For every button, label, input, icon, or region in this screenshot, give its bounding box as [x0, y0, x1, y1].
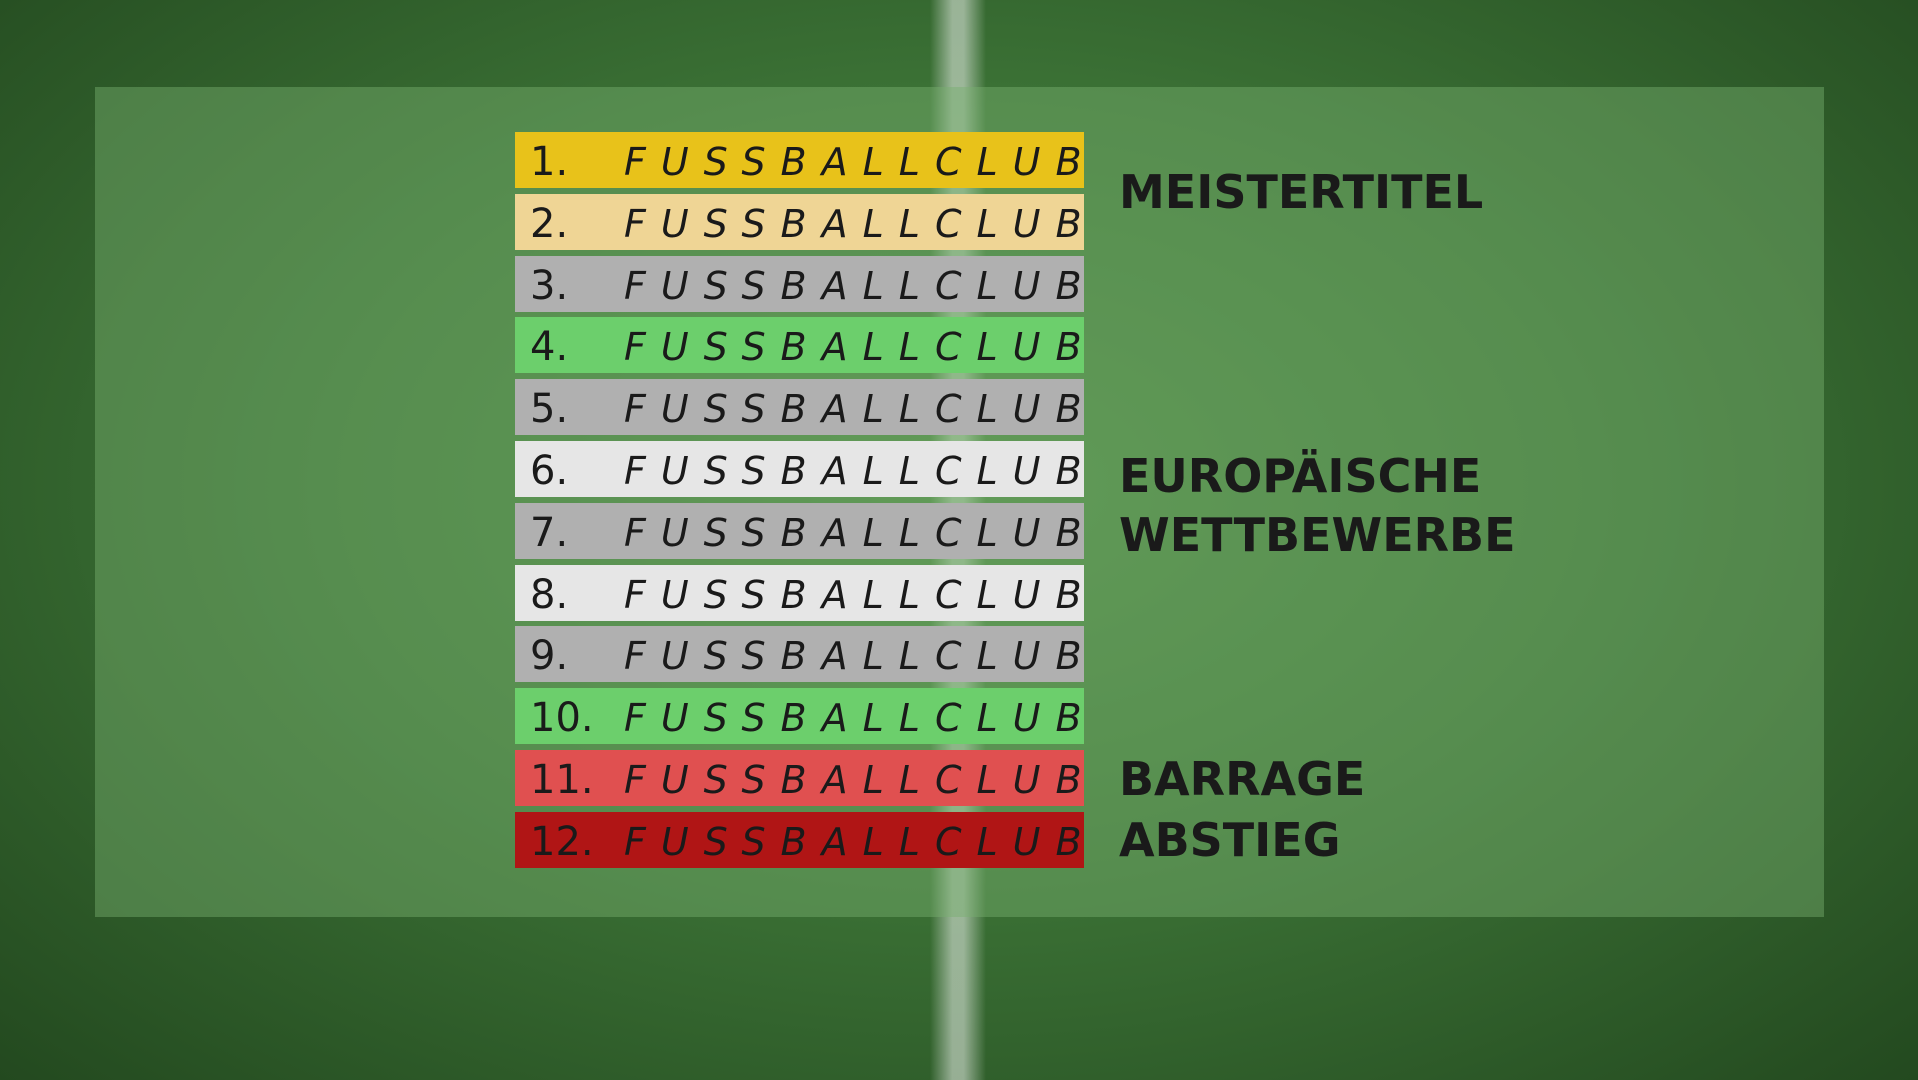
- table-row: 6. FUSSBALLCLUB: [515, 441, 1084, 497]
- club-name: FUSSBALLCLUB: [624, 758, 1097, 802]
- table-row: 5. FUSSBALLCLUB: [515, 379, 1084, 436]
- rank: 8.: [530, 571, 569, 618]
- rank: 1.: [530, 139, 569, 185]
- label: BARRAGE: [1119, 752, 1366, 806]
- table-row: 9. FUSSBALLCLUB: [515, 626, 1084, 683]
- rank: 6.: [530, 448, 569, 494]
- rank: 3.: [530, 262, 569, 309]
- table-row: 7. FUSSBALLCLUB: [515, 502, 1084, 559]
- club-name: FUSSBALLCLUB: [624, 819, 1097, 864]
- rank: 10.: [530, 695, 594, 742]
- table-row: 3. FUSSBALLCLUB: [515, 255, 1084, 312]
- label: ABSTIEG: [1119, 813, 1341, 867]
- club-name: FUSSBALLCLUB: [624, 696, 1097, 741]
- rank: 11.: [530, 757, 594, 803]
- club-name: FUSSBALLCLUB: [624, 263, 1097, 308]
- table-row: 12. FUSSBALLCLUB: [515, 811, 1084, 868]
- club-name: FUSSBALLCLUB: [624, 572, 1097, 617]
- label: EUROPÄISCHE: [1119, 449, 1482, 503]
- club-name: FUSSBALLCLUB: [624, 325, 1097, 370]
- club-name: FUSSBALLCLUB: [624, 201, 1097, 246]
- club-name: FUSSBALLCLUB: [624, 449, 1097, 493]
- club-name: FUSSBALLCLUB: [624, 387, 1097, 432]
- table-row: 1. FUSSBALLCLUB: [515, 132, 1084, 188]
- table-row: 4. FUSSBALLCLUB: [515, 317, 1084, 374]
- club-name: FUSSBALLCLUB: [624, 634, 1097, 679]
- table-row: 11. FUSSBALLCLUB: [515, 750, 1084, 806]
- club-name: FUSSBALLCLUB: [624, 510, 1097, 555]
- rank: 9.: [530, 633, 569, 680]
- table-row: 8. FUSSBALLCLUB: [515, 564, 1084, 621]
- table-row: 10. FUSSBALLCLUB: [515, 688, 1084, 745]
- rank: 4.: [530, 324, 569, 371]
- rank: 12.: [530, 818, 594, 865]
- rank: 7.: [530, 509, 569, 556]
- table-row: 2. FUSSBALLCLUB: [515, 193, 1084, 250]
- rank: 5.: [530, 386, 569, 433]
- club-name: FUSSBALLCLUB: [624, 140, 1097, 184]
- label: WETTBEWERBE: [1119, 508, 1516, 562]
- label: MEISTERTITEL: [1119, 165, 1484, 219]
- rank: 2.: [530, 200, 569, 247]
